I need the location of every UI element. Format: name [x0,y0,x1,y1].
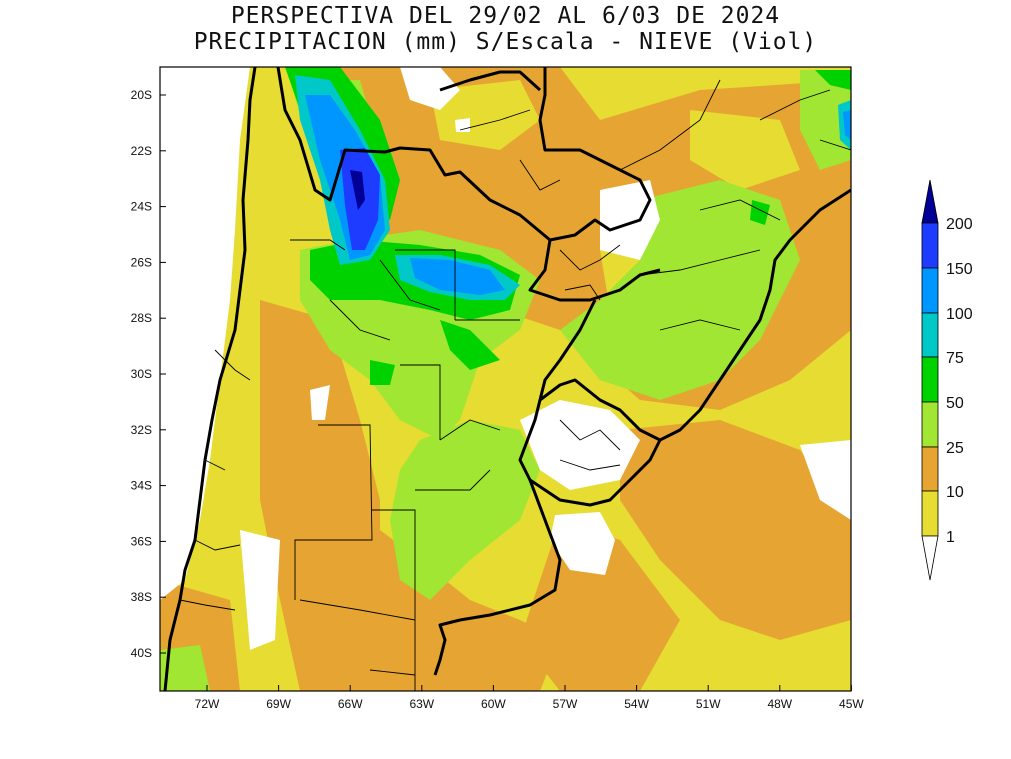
longitude-axis: 72W 69W 66W 63W 60W 57W 54W 51W 48W 45W [195,685,864,711]
color-scale-label: 50 [946,395,964,412]
color-scale: 200 150 100 75 50 25 10 1 [921,179,973,581]
color-scale-label: 150 [946,261,973,278]
color-scale-bottom-arrow [921,535,939,581]
color-scale-box-50-75 [921,356,939,403]
lon-tick-label: 66W [338,697,363,711]
color-scale-top-arrow [921,179,939,224]
province-borders [179,79,851,691]
lon-tick-label: 45W [839,697,864,711]
map-title-line-2: PRECIPITACION (mm) S/Escala - NIEVE (Vio… [193,29,818,55]
lat-tick-label: 20S [131,88,152,102]
color-scale-label: 10 [946,484,964,501]
color-scale-label: 75 [946,350,964,367]
color-scale-box-100-150 [921,267,939,314]
color-scale-box-1-10 [921,490,939,537]
lat-tick-label: 28S [131,311,152,325]
lon-tick-label: 51W [696,697,721,711]
lat-tick-label: 30S [131,367,152,381]
lat-tick-label: 38S [131,590,152,604]
lat-tick-label: 24S [131,200,152,214]
lon-tick-label: 69W [266,697,291,711]
lon-tick-label: 54W [624,697,649,711]
lat-tick-label: 40S [131,646,152,660]
color-scale-box-75-100 [921,312,939,358]
map-title-line-1: PERSPECTIVA DEL 29/02 AL 6/03 DE 2024 [230,3,781,29]
color-scale-label: 25 [946,440,964,457]
lat-tick-label: 26S [131,255,152,269]
lon-tick-label: 57W [553,697,578,711]
lat-tick-label: 32S [131,423,152,437]
precipitation-field [160,67,851,691]
lat-tick-label: 36S [131,534,152,548]
lon-tick-label: 60W [481,697,506,711]
latitude-axis: 20S 22S 24S 26S 28S 30S 32S 34S 36S 38S 40S [131,88,166,660]
map-frame [159,66,852,692]
lon-tick-label: 72W [195,697,220,711]
lat-tick-label: 34S [131,479,152,493]
lon-tick-label: 48W [767,697,792,711]
color-scale-box-25-50 [921,401,939,448]
color-scale-label: 200 [946,216,973,233]
color-scale-label: 1 [946,529,955,546]
lon-tick-label: 63W [409,697,434,711]
color-scale-label: 100 [946,306,973,323]
color-scale-box-10-25 [921,446,939,492]
country-borders [163,67,851,691]
lat-tick-label: 22S [131,144,152,158]
color-scale-box-150-200 [921,222,939,269]
